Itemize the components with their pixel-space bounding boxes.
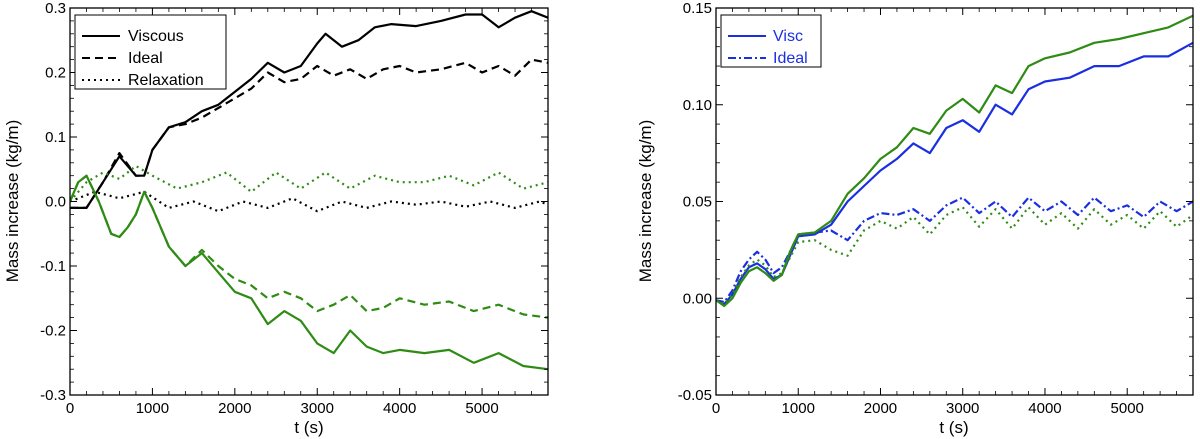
legend-label-ideal: Ideal [128, 50, 163, 67]
left-y-axis-title: Mass increase (kg/m) [3, 120, 22, 282]
right-x-tick-label: 0 [712, 400, 720, 417]
left-series-layer [70, 10, 548, 371]
left-series-1-line [70, 58, 548, 209]
right-series-1-line [716, 196, 1193, 304]
left-series-4-line [70, 174, 548, 319]
left-x-tick-label: 5000 [465, 400, 498, 417]
left-legend: Viscous Ideal Relaxation [74, 14, 227, 90]
right-y-tick-label: 0.00 [683, 290, 712, 307]
left-chart: 0 1000 2000 3000 4000 5000 -0.3 -0.2 -0.1 0.0 0.1 0… [3, 0, 549, 437]
left-x-axis-title: t (s) [294, 418, 323, 437]
left-y-tick-label: -0.1 [40, 258, 66, 275]
right-legend: Visc Ideal [720, 14, 822, 68]
legend-label-visc: Visc [773, 28, 803, 45]
legend-label-viscous: Viscous [128, 28, 184, 45]
right-y-tick-label: 0.10 [683, 97, 712, 114]
left-series-3-line [70, 174, 548, 371]
right-y-tick-label: -0.05 [678, 387, 712, 404]
left-x-tick-label: 2000 [218, 400, 251, 417]
left-legend-box [74, 14, 227, 90]
left-ticks: 0 1000 2000 3000 4000 5000 -0.3 -0.2 -0.1 0.0 0.1 0… [40, 0, 549, 417]
left-y-tick-label: 0.3 [45, 0, 66, 17]
right-x-tick-label: 3000 [946, 400, 979, 417]
left-x-tick-label: 1000 [136, 400, 169, 417]
right-y-axis-title: Mass increase (kg/m) [636, 120, 655, 282]
left-y-tick-label: 0.2 [45, 65, 66, 82]
right-series-layer [716, 14, 1193, 308]
left-y-tick-label: 0.1 [45, 129, 66, 146]
right-chart: 0 1000 2000 3000 4000 5000 -0.05 0.00 0.05 0.10 0.… [636, 0, 1194, 437]
legend-label-ideal-blue: Ideal [773, 50, 808, 67]
right-series-0-line [716, 41, 1193, 306]
right-legend-box [720, 14, 822, 68]
right-series-2-line [716, 14, 1193, 308]
right-y-tick-label: 0.05 [683, 194, 712, 211]
left-x-tick-label: 3000 [301, 400, 334, 417]
left-series-0-line [70, 10, 548, 209]
right-x-tick-label: 2000 [864, 400, 897, 417]
left-y-tick-label: -0.2 [40, 323, 66, 340]
left-series-5-line [70, 164, 548, 203]
legend-label-relaxation: Relaxation [128, 72, 204, 89]
right-x-tick-label: 1000 [782, 400, 815, 417]
right-x-tick-label: 5000 [1111, 400, 1144, 417]
right-x-axis-title: t (s) [939, 418, 968, 437]
right-ticks: 0 1000 2000 3000 4000 5000 -0.05 0.00 0.05 0.10 0.… [678, 0, 1194, 417]
right-series-3-line [716, 206, 1193, 306]
left-series-2-line [70, 190, 548, 213]
right-y-tick-label: 0.15 [683, 0, 712, 17]
left-x-tick-label: 4000 [383, 400, 416, 417]
left-y-tick-label: 0.0 [45, 194, 66, 211]
right-x-tick-label: 4000 [1028, 400, 1061, 417]
left-y-tick-label: -0.3 [40, 387, 66, 404]
left-x-tick-label: 0 [66, 400, 74, 417]
